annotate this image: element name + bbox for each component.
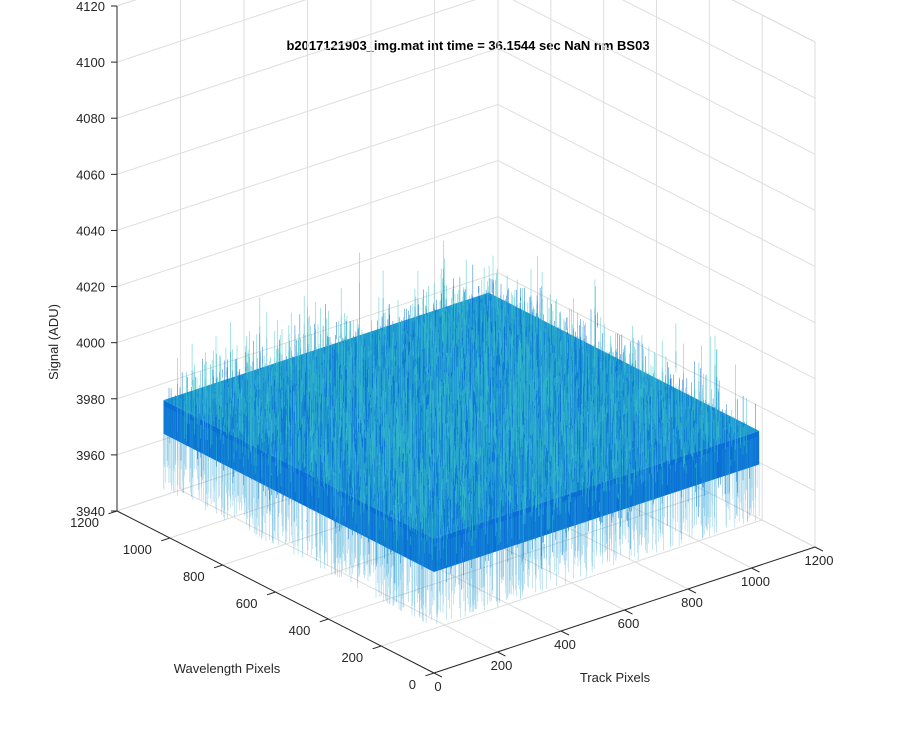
side-wall-grid-line-z: [512, 0, 816, 155]
y-tick-label: 1000: [123, 542, 152, 557]
side-wall-grid-line-z: [497, 47, 816, 211]
y-tick-mark: [425, 672, 435, 677]
tick-labels: 0 200 400 600 800 1000 1200 0 200 400 600 800 1000 12…: [70, 0, 833, 694]
z-tick-label: 3980: [76, 392, 105, 407]
z-axis-label: Signal (ADU): [46, 304, 61, 380]
y-tick-label: 800: [183, 569, 205, 584]
x-tick-label: 600: [618, 616, 640, 631]
z-tick-label: 4060: [76, 167, 105, 182]
y-tick-label: 0: [409, 677, 416, 692]
x-tick-label: 1000: [741, 574, 770, 589]
surface: [163, 240, 760, 625]
back-wall-grid-line-z: [116, 47, 499, 175]
side-wall-grid-line-z: [497, 160, 816, 324]
x-tick-mark: [560, 630, 570, 636]
y-tick-mark: [266, 591, 276, 596]
back-wall-grid-line-z: [116, 160, 499, 288]
y-tick-label: 400: [289, 623, 311, 638]
back-wall-grid-line-z: [116, 0, 307, 63]
back-wall-grid-line-z: [116, 103, 499, 231]
z-tick-label: 4020: [76, 280, 105, 295]
axes: [108, 5, 824, 678]
side-wall-grid-line-z: [497, 272, 816, 436]
x-tick-mark: [624, 609, 633, 615]
y-tick-label: 1200: [70, 515, 99, 530]
x-tick-mark: [814, 546, 824, 552]
x-tick-label: 400: [554, 637, 576, 652]
chart-title: b2017121903_img.mat int time = 36.1544 s…: [286, 38, 649, 53]
x-tick-label: 1200: [805, 553, 834, 568]
side-wall-grid-line-z: [621, 0, 816, 99]
x-tick-mark: [433, 672, 443, 678]
y-tick-label: 600: [236, 596, 258, 611]
z-tick-label: 4120: [76, 0, 105, 14]
y-tick-mark: [372, 645, 382, 650]
y-tick-mark: [161, 537, 170, 542]
y-tick-mark: [213, 564, 223, 569]
back-wall-grid-line-z: [116, 216, 499, 344]
z-tick-label: 4000: [76, 336, 105, 351]
z-tick-label: 4100: [76, 55, 105, 70]
back-wall-grid-line-z: [116, 0, 477, 119]
surface-edge-spikes: [163, 405, 760, 625]
side-wall-grid-line-z: [497, 103, 816, 267]
x-tick-label: 800: [681, 595, 703, 610]
box-edge: [731, 0, 816, 43]
y-axis-label: Wavelength Pixels: [174, 661, 281, 676]
z-tick-label: 4080: [76, 111, 105, 126]
x-tick-mark: [497, 651, 506, 657]
z-tick-label: 3940: [76, 504, 105, 519]
x-tick-label: 200: [491, 658, 513, 673]
y-tick-mark: [319, 618, 329, 623]
x-tick-mark: [687, 588, 697, 594]
y-tick-label: 200: [341, 650, 363, 665]
z-tick-label: 3960: [76, 448, 105, 463]
side-wall-grid-line-z: [497, 216, 816, 380]
floor-grid-line-y: [381, 519, 763, 647]
x-tick-mark: [751, 567, 760, 573]
x-tick-label: 0: [434, 679, 441, 694]
x-axis-label: Track Pixels: [580, 670, 651, 685]
z-tick-label: 4040: [76, 223, 105, 238]
